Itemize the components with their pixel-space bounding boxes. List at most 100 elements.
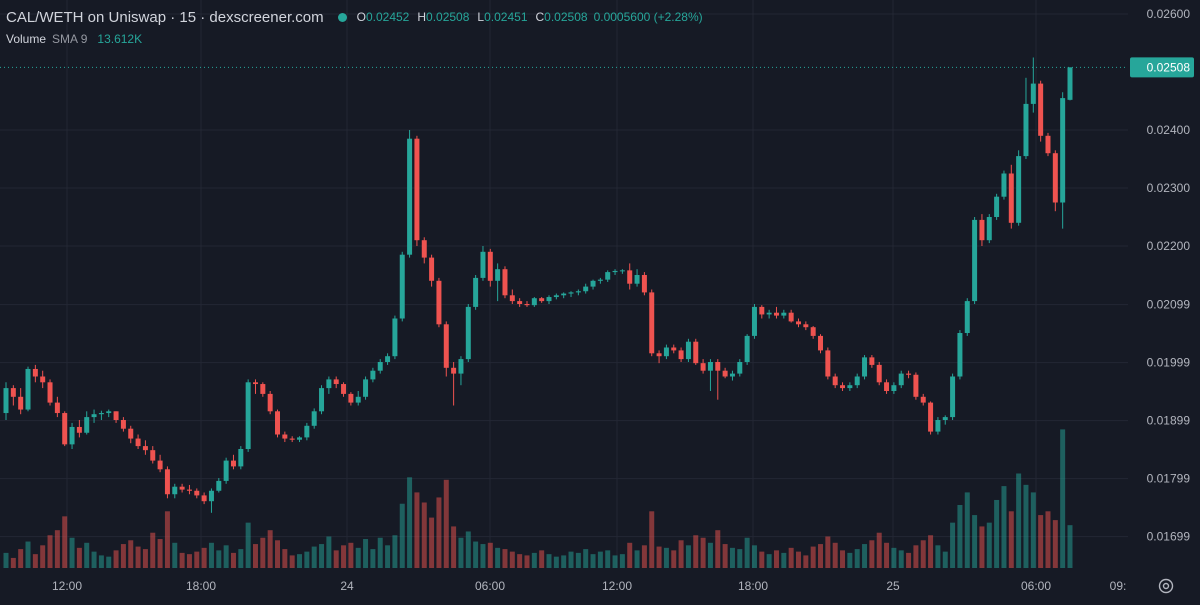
candle-body <box>69 426 75 445</box>
volume-bar <box>10 557 16 568</box>
volume-bar <box>773 550 779 568</box>
volume-bar <box>979 526 985 568</box>
volume-bar <box>40 545 46 568</box>
price-axis-label: 0.01999 <box>1147 356 1191 370</box>
candle-body <box>1030 83 1036 104</box>
volume-bar <box>355 547 361 568</box>
candle-body <box>707 362 713 371</box>
volume-bar <box>531 552 537 568</box>
volume-bar <box>480 544 486 568</box>
volume-bar <box>473 541 479 568</box>
volume-bar <box>157 539 163 568</box>
volume-bar <box>656 546 662 568</box>
volume-bar <box>869 540 875 568</box>
volume-bar <box>678 540 684 568</box>
low-value: 0.02451 <box>484 10 528 24</box>
volume-bar <box>465 531 471 568</box>
candle-body <box>25 368 31 410</box>
candle-body <box>142 446 148 451</box>
candle-body <box>788 312 794 322</box>
volume-bar <box>443 479 449 568</box>
candle-body <box>172 486 178 495</box>
volume-bar <box>649 511 655 568</box>
candle-body <box>840 385 846 389</box>
last-price-label: 0.02508 <box>1147 60 1191 74</box>
pair-title: CAL/WETH on Uniswap · 15 · dexscreener.c… <box>6 8 324 26</box>
volume-bar <box>1045 511 1051 568</box>
candle-body <box>436 280 442 325</box>
volume-bar <box>142 549 148 568</box>
candle-body <box>854 376 860 386</box>
price-axis-label: 0.02300 <box>1147 181 1191 195</box>
volume-bar <box>392 535 398 568</box>
candle-body <box>898 373 904 386</box>
volume-bar <box>832 542 838 568</box>
volume-bar <box>884 542 890 568</box>
candle-body <box>1045 135 1051 154</box>
time-axis-label: 09: <box>1110 579 1127 593</box>
market-status-dot-icon <box>337 12 347 22</box>
volume-bar <box>370 549 376 568</box>
volume-bar <box>1030 492 1036 568</box>
time-axis-label: 06:00 <box>475 579 505 593</box>
candle-body <box>759 306 765 315</box>
candle-body <box>531 298 537 306</box>
volume-bar <box>818 544 824 568</box>
volume-bar <box>311 546 317 568</box>
candle-body <box>201 495 207 502</box>
volume-bar <box>751 545 757 568</box>
candle-body <box>414 138 420 241</box>
volume-bar <box>1060 429 1066 568</box>
volume-bar <box>260 537 266 568</box>
candle-body <box>91 414 97 418</box>
volume-bar <box>862 544 868 568</box>
candle-body <box>876 364 882 383</box>
volume-bar <box>91 551 97 568</box>
candle-body <box>553 295 559 298</box>
candle-body <box>656 353 662 357</box>
candle-body <box>649 292 655 354</box>
volume-bar <box>1038 515 1044 568</box>
chart-settings-gear-icon[interactable] <box>1156 576 1176 596</box>
candle-body <box>495 269 501 281</box>
volume-bar <box>1052 520 1058 568</box>
candle-body <box>928 402 934 432</box>
volume-bar <box>627 542 633 568</box>
volume-bar <box>267 530 273 568</box>
volume-bar <box>583 549 589 568</box>
volume-bar <box>289 555 295 568</box>
candle-body <box>700 363 706 371</box>
candle-body <box>678 350 684 360</box>
candle-body <box>208 490 214 502</box>
close-label: C <box>535 10 545 24</box>
volume-bar <box>619 554 625 568</box>
candle-body <box>502 269 508 296</box>
volume-bar <box>700 537 706 568</box>
candle-body <box>341 384 347 394</box>
volume-bar <box>25 541 31 568</box>
change-value: 0.0005600 (+2.28%) <box>593 10 703 24</box>
candle-body <box>47 382 53 403</box>
volume-bar <box>421 502 427 568</box>
candle-body <box>245 382 251 449</box>
candle-body <box>671 347 677 351</box>
volume-bar <box>597 551 603 568</box>
time-axis-label: 06:00 <box>1021 579 1051 593</box>
candle-body <box>458 359 464 374</box>
candle-body <box>230 460 236 467</box>
candle-body <box>1038 83 1044 136</box>
volume-label[interactable]: Volume <box>6 32 47 46</box>
candle-body <box>891 385 897 391</box>
candle-body <box>164 469 170 495</box>
candle-body <box>363 379 369 397</box>
candle-body <box>546 297 552 302</box>
close-value: 0.02508 <box>544 10 588 24</box>
volume-bar <box>304 551 310 568</box>
volume-bar <box>568 551 574 568</box>
candle-body <box>517 301 523 304</box>
volume-bar <box>414 492 420 568</box>
volume-bar <box>561 555 567 568</box>
candle-body <box>766 312 772 315</box>
